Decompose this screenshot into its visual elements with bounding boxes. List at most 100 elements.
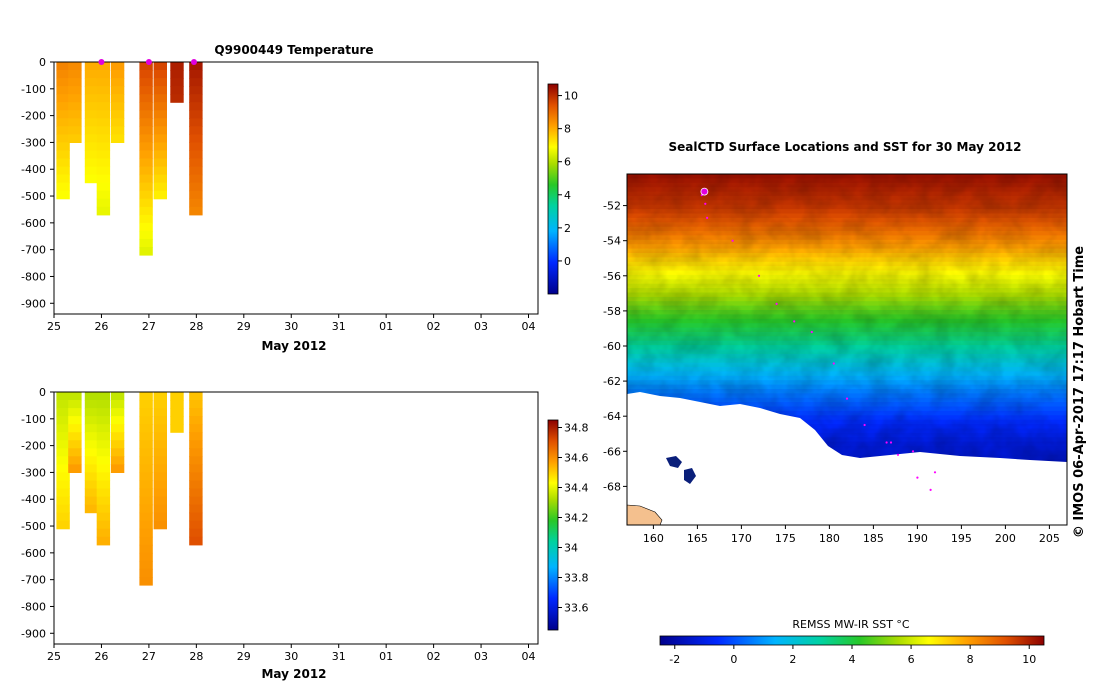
profile-cell (68, 440, 82, 449)
profile-cell (153, 102, 167, 111)
profile-cell (189, 464, 203, 473)
profile-cell (84, 392, 99, 401)
profile-cell (96, 118, 111, 127)
profile-cell (56, 472, 70, 481)
profile-cell (56, 464, 70, 473)
profile-cell (56, 182, 70, 192)
map-colorbar-tick-label: 2 (789, 653, 796, 666)
profile-cell (110, 464, 125, 473)
profile-cell (96, 416, 111, 425)
temperature-colorbar (547, 83, 559, 295)
profile-cell (139, 464, 153, 473)
colorbar-tick-label: 33.8 (564, 572, 589, 585)
profile-cell (110, 392, 125, 401)
profile-cell (84, 480, 99, 490)
track-point (916, 476, 919, 479)
map-x-tick-label: 175 (775, 532, 796, 545)
temperature-cells (56, 62, 203, 256)
map-y-tick-label: -60 (603, 340, 621, 353)
profile-cell (110, 62, 125, 71)
x-tick-label: 28 (189, 650, 203, 663)
profile-cell (56, 70, 70, 79)
profile-cell (84, 400, 99, 409)
profile-cell (56, 102, 70, 111)
profile-cell (189, 126, 203, 135)
profile-cell (56, 134, 70, 143)
profile-cell (56, 126, 70, 135)
profile-cell (153, 488, 167, 498)
profile-cell (96, 504, 111, 514)
surface-marker (145, 59, 152, 65)
x-tick-label: 29 (237, 320, 251, 333)
map-y-tick-label: -68 (603, 480, 621, 493)
profile-cell (189, 432, 203, 441)
profile-cell (84, 496, 99, 506)
colorbar-tick-label: 4 (564, 189, 571, 202)
track-point (929, 488, 932, 491)
profile-cell (139, 520, 153, 530)
profile-cell (189, 78, 203, 87)
y-tick-label: -200 (21, 440, 46, 453)
profile-cell (56, 158, 70, 168)
profile-cell (139, 424, 153, 433)
profile-cell (68, 118, 82, 127)
profile-cell (110, 408, 125, 417)
profile-cell (153, 158, 167, 168)
x-tick-label: 04 (522, 320, 536, 333)
profile-cell (189, 198, 203, 208)
map-colorbar-tick-label: 10 (1022, 653, 1036, 666)
profile-cell (68, 400, 82, 409)
profile-cell (189, 94, 203, 103)
profile-cell (139, 62, 153, 71)
colorbar-tick-label: 34 (564, 542, 578, 555)
profile-cell (189, 528, 203, 538)
map-x-tick-label: 170 (731, 532, 752, 545)
profile-cell (153, 512, 167, 522)
profile-cell (96, 432, 111, 441)
track-point (810, 330, 813, 334)
profile-cell (189, 142, 203, 151)
profile-cell (110, 86, 125, 95)
y-tick-label: -400 (21, 163, 46, 176)
profile-cell (153, 134, 167, 143)
track-point (793, 320, 796, 323)
antarctic-ice-mask (627, 392, 1067, 525)
y-tick-label: 0 (39, 386, 46, 399)
temperature-xlabel: May 2012 (261, 339, 326, 353)
y-tick-label: -200 (21, 110, 46, 123)
profile-cell (96, 62, 111, 71)
profile-cell (96, 142, 111, 151)
profile-cell (84, 432, 99, 441)
profile-cell (84, 134, 99, 143)
y-tick-label: -100 (21, 413, 46, 426)
map-y-tick-label: -56 (603, 270, 621, 283)
profile-cell (96, 174, 111, 184)
sst-field (627, 174, 1067, 525)
profile-cell (139, 440, 153, 449)
profile-cell (84, 416, 99, 425)
profile-cell (110, 416, 125, 425)
profile-cell (139, 560, 153, 570)
map-colorbar-tick-label: 0 (730, 653, 737, 666)
profile-cell (96, 126, 111, 135)
profile-cell (110, 78, 125, 87)
profile-cell (56, 142, 70, 151)
profile-cell (153, 142, 167, 151)
profile-cell (84, 94, 99, 103)
profile-cell (153, 416, 167, 425)
profile-cell (56, 62, 70, 71)
profile-cell (96, 206, 111, 216)
colorbar-tick-label: 34.6 (564, 452, 589, 465)
colorbar-tick-label: 8 (564, 123, 571, 136)
profile-cell (56, 448, 70, 457)
profile-cell (139, 432, 153, 441)
profile-cell (189, 158, 203, 168)
profile-cell (153, 424, 167, 433)
profile-cell (96, 182, 111, 192)
map-x-tick-label: 180 (819, 532, 840, 545)
profile-cell (139, 182, 153, 192)
profile-cell (170, 400, 184, 409)
profile-cell (96, 528, 111, 538)
profile-cell (68, 78, 82, 87)
